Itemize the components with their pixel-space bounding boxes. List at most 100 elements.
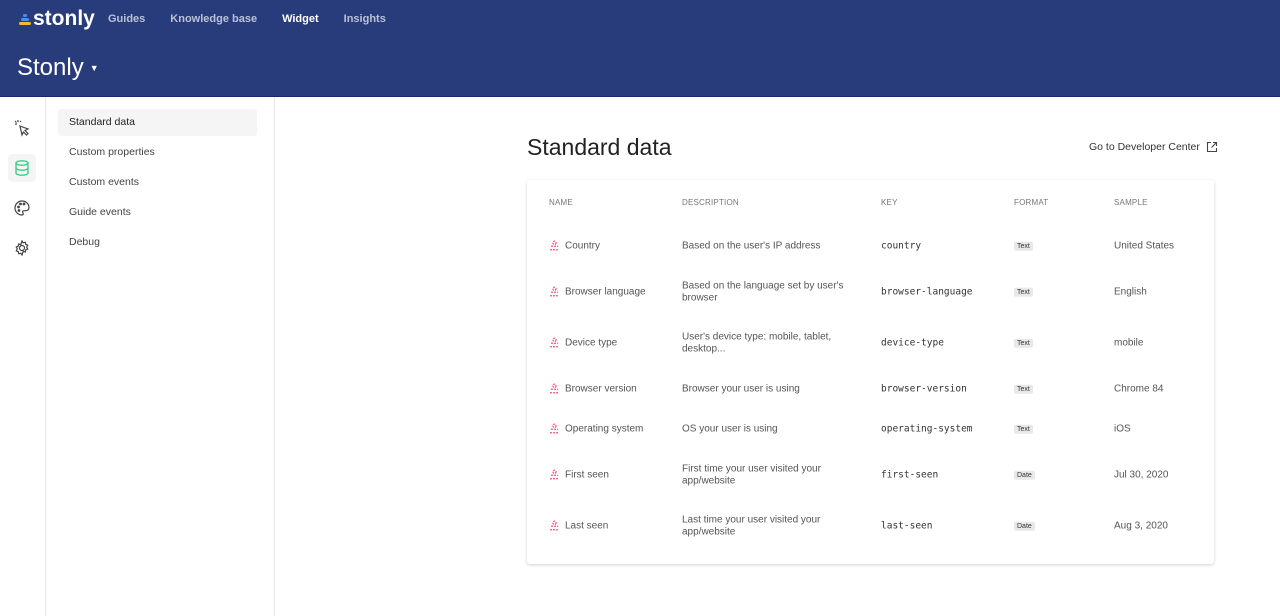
row-sample: United States [1114,240,1175,252]
top-header: stonly Guides Knowledge base Widget Insi… [0,0,1280,97]
standard-data-table: NAME DESCRIPTION KEY FORMAT SAMPLE Count… [527,180,1214,564]
row-name-text: Operating system [565,423,644,435]
user-data-icon [550,469,559,480]
subnav-standard-data[interactable]: Standard data [58,109,257,136]
row-format: Text [1014,383,1033,396]
user-data-icon [550,520,559,531]
user-data-icon [550,383,559,394]
row-name-text: First seen [565,469,609,481]
format-badge: Text [1014,241,1033,251]
row-sample: Aug 3, 2020 [1114,520,1168,532]
table-row: Country Based on the user's IP address c… [527,226,1214,266]
database-icon [15,160,29,176]
nav-insights[interactable]: Insights [343,13,386,25]
format-badge: Text [1014,287,1033,297]
rail-settings-button[interactable] [8,234,36,262]
format-badge: Date [1014,470,1035,480]
row-name: Device type [549,337,617,349]
developer-center-label: Go to Developer Center [1089,141,1200,153]
subnav-custom-properties[interactable]: Custom properties [69,146,155,158]
column-header-key: KEY [881,198,898,207]
row-name: Country [549,240,600,252]
format-badge: Text [1014,384,1033,394]
row-description: Based on the language set by user's brow… [682,280,844,304]
table-row: Browser language Based on the language s… [527,272,1214,312]
row-sample: iOS [1114,423,1131,435]
rail-appearance-button[interactable] [8,194,36,222]
row-name-text: Country [565,240,601,252]
row-name: Last seen [549,520,608,532]
row-name: Browser language [549,286,646,298]
row-format: Text [1014,423,1033,436]
icon-rail [0,97,46,616]
stonly-logo[interactable]: stonly [19,7,95,31]
nav-guides[interactable]: Guides [108,13,146,25]
format-badge: Text [1014,424,1033,434]
nav-widget[interactable]: Widget [282,13,319,25]
brand-name: stonly [33,7,95,30]
developer-center-link[interactable]: Go to Developer Center [1089,141,1218,153]
sub-navigation: Standard data Custom properties Custom e… [46,97,275,616]
palette-icon [14,200,30,216]
column-header-sample: SAMPLE [1114,198,1148,207]
row-name: Operating system [549,423,643,435]
caret-down-icon: ▼ [89,63,99,73]
rail-data-button[interactable] [8,154,36,182]
row-format: Text [1014,337,1033,350]
format-badge: Text [1014,338,1033,348]
row-name-text: Browser version [565,383,637,395]
top-nav: Guides Knowledge base Widget Insights [108,13,386,25]
table-row: Device type User's device type: mobile, … [527,323,1214,363]
row-format: Text [1014,240,1033,253]
row-key: country [881,240,922,252]
row-name-text: Browser language [565,286,646,298]
row-name: First seen [549,469,609,481]
table-row: Last seen Last time your user visited yo… [527,506,1214,546]
row-description: First time your user visited your app/we… [682,463,821,487]
workspace-selector[interactable]: Stonly ▼ [17,54,99,82]
row-key: last-seen [881,520,933,532]
logo-mark-icon [19,13,31,25]
row-sample: English [1114,286,1147,298]
user-data-icon [550,423,559,434]
row-sample: mobile [1114,337,1144,349]
row-description: Based on the user's IP address [682,240,821,252]
row-description: OS your user is using [682,423,778,435]
column-header-name: NAME [549,198,573,207]
workspace-name: Stonly [17,54,84,81]
row-description: Browser your user is using [682,383,800,395]
table-row: First seen First time your user visited … [527,455,1214,495]
row-format: Date [1014,520,1035,533]
row-description: User's device type: mobile, tablet, desk… [682,331,832,355]
external-link-icon [1206,141,1217,153]
page-title: Standard data [527,134,672,160]
gear-icon [15,239,29,257]
row-key: first-seen [881,469,939,481]
column-header-description: DESCRIPTION [682,198,739,207]
row-format: Date [1014,469,1035,482]
row-name-text: Device type [565,337,618,349]
row-format: Text [1014,286,1033,299]
row-key: browser-language [881,286,973,298]
table-row: Browser version Browser your user is usi… [527,369,1214,409]
row-key: device-type [881,337,944,349]
row-key: operating-system [881,423,973,435]
nav-knowledge-base[interactable]: Knowledge base [170,13,258,25]
row-sample: Chrome 84 [1114,383,1164,395]
row-sample: Jul 30, 2020 [1114,469,1169,481]
user-data-icon [550,286,559,297]
row-key: browser-version [881,383,967,395]
subnav-debug[interactable]: Debug [69,236,100,248]
row-name-text: Last seen [565,520,609,532]
table-row: Operating system OS your user is using o… [527,409,1214,449]
user-data-icon [550,240,559,251]
user-data-icon [550,337,559,348]
subnav-guide-events[interactable]: Guide events [69,206,131,218]
cursor-click-icon [14,120,30,137]
row-name: Browser version [549,383,637,395]
rail-cursor-button[interactable] [8,114,36,142]
row-description: Last time your user visited your app/web… [682,514,821,538]
format-badge: Date [1014,521,1035,531]
column-header-format: FORMAT [1014,198,1049,207]
subnav-custom-events[interactable]: Custom events [69,176,140,188]
